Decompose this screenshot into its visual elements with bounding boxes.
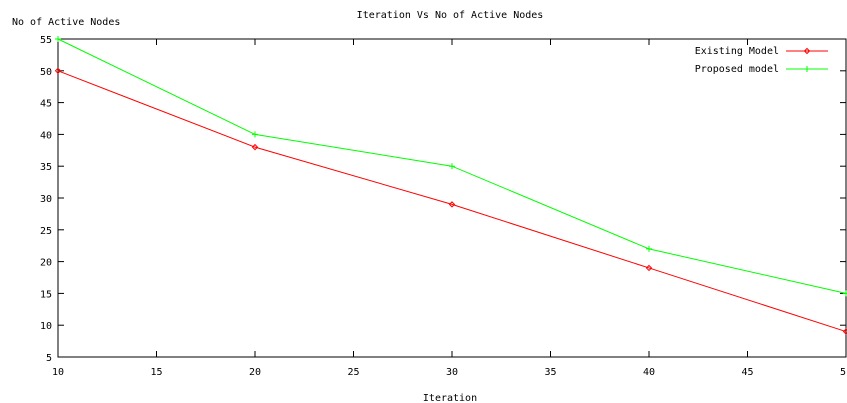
- y-tick-label: 35: [40, 162, 52, 173]
- chart-title: Iteration Vs No of Active Nodes: [357, 10, 544, 21]
- x-tick-label: 15: [150, 367, 162, 378]
- y-axis-label: No of Active Nodes: [12, 17, 120, 28]
- data-point-1-3: [646, 245, 652, 252]
- data-point-0-legend: [803, 47, 811, 55]
- y-tick-label: 45: [40, 99, 52, 110]
- x-tick-label: 25: [347, 367, 359, 378]
- data-point-1-2: [449, 163, 455, 170]
- data-point-0-0: [54, 67, 62, 75]
- y-tick-label: 5: [46, 353, 52, 364]
- y-tick-label: 15: [40, 289, 52, 300]
- y-tick-label: 30: [40, 194, 52, 205]
- data-point-0-2: [448, 201, 456, 208]
- data-point-0-4: [842, 328, 847, 335]
- series-layer: [54, 36, 847, 335]
- y-tick-label: 55: [40, 35, 52, 46]
- legend-label-0: Existing Model: [695, 46, 779, 57]
- data-point-1-legend: [804, 66, 810, 72]
- x-tick-label: 40: [643, 367, 655, 378]
- y-tick-label: 10: [40, 321, 52, 332]
- legend-label-1: Proposed model: [695, 64, 779, 75]
- data-point-1-4: [843, 290, 847, 297]
- legend: Existing Model Proposed model: [695, 46, 828, 75]
- x-tick-label: 35: [544, 367, 556, 378]
- x-tick-label: 20: [249, 367, 261, 378]
- y-tick-label: 25: [40, 226, 52, 237]
- x-tick-label: 5: [840, 367, 846, 378]
- y-tick-label: 50: [40, 67, 52, 78]
- x-axis-label: Iteration: [423, 393, 477, 403]
- data-point-0-1: [251, 143, 259, 151]
- x-tick-label: 30: [446, 367, 458, 378]
- data-point-1-1: [252, 131, 258, 138]
- plot-frame: [57, 38, 847, 358]
- series-1: [55, 36, 847, 297]
- data-point-0-3: [645, 264, 653, 272]
- data-point-1-0: [55, 36, 61, 42]
- series-line-0: [57, 70, 847, 333]
- x-tick-label: 10: [52, 367, 64, 378]
- y-tick-label: 20: [40, 258, 52, 269]
- x-tick-label: 45: [741, 367, 753, 378]
- y-tick-label: 40: [40, 130, 52, 141]
- series-0: [54, 67, 847, 335]
